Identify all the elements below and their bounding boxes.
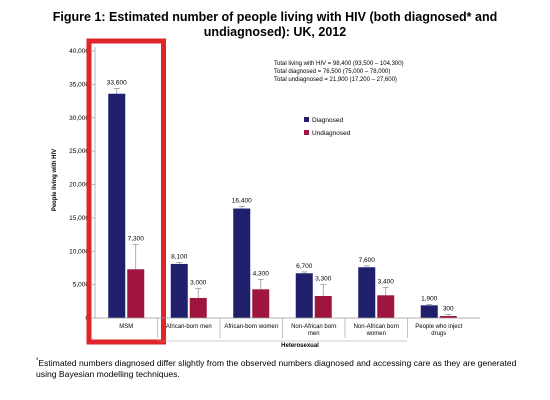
bar-diagnosed (108, 93, 126, 318)
y-tick-label: 10,000 (69, 248, 89, 255)
x-tick-label: men (308, 331, 320, 337)
highlight-group (86, 38, 166, 345)
x-tick-label: African-born men (166, 324, 212, 330)
legend-swatch-undiagnosed (304, 130, 309, 135)
data-label: 7,300 (128, 236, 145, 243)
bar-undiagnosed (127, 269, 145, 318)
bar-undiagnosed (377, 295, 395, 318)
bar-undiagnosed (252, 289, 270, 318)
bar-undiagnosed (439, 315, 457, 318)
y-tick-label: 30,000 (69, 115, 89, 122)
totals-annotation: Total living with HIV = 98,400 (93,500 –… (274, 61, 404, 83)
data-label: 7,600 (359, 257, 376, 264)
bars-group (108, 93, 457, 318)
x-tick-label: MSM (119, 324, 133, 330)
chart-title: Figure 1: Estimated number of people liv… (0, 10, 550, 40)
x-tick-label: Non-African born (291, 324, 336, 330)
data-label: 8,100 (171, 254, 188, 261)
footnote-marker: * (36, 358, 39, 364)
x-axis: MSM African-born men African-born women Non… (95, 317, 480, 342)
data-labels-group: 33,600 7,300 8,100 3,000 16,400 4,300 6,7003,3… (107, 79, 454, 312)
x-tick-label: People who inject (415, 324, 462, 330)
bar-diagnosed (233, 208, 251, 318)
chart-title-line-2: undiagnosed): UK, 2012 (203, 25, 347, 39)
legend-label-undiagnosed: Undiagnosed (312, 130, 351, 137)
bar-diagnosed (358, 267, 376, 318)
x-axis-group-label: Heterosexual (281, 343, 319, 349)
data-label: 16,400 (232, 198, 252, 205)
x-tick-label: Non-African born (354, 324, 399, 330)
footnote-text: Estimated numbers diagnosed differ sligh… (36, 357, 517, 379)
legend-label-diagnosed: Diagnosed (312, 117, 343, 124)
msm-highlight-box (86, 38, 166, 345)
data-label: 33,600 (107, 79, 127, 86)
legend-swatch-diagnosed (304, 117, 309, 122)
x-tick-label: African-born women (224, 324, 278, 330)
bar-diagnosed (295, 273, 313, 318)
data-label: 4,300 (253, 270, 270, 277)
data-label: 1,900 (421, 296, 438, 303)
y-tick-label: 20,000 (69, 182, 89, 189)
data-label: 3,300 (315, 276, 332, 283)
data-label: 6,700 (296, 263, 313, 270)
bar-diagnosed (420, 305, 438, 318)
x-tick-label: drugs (431, 331, 446, 337)
legend: Diagnosed Undiagnosed (304, 117, 351, 137)
totals-line: Total living with HIV = 98,400 (93,500 –… (274, 61, 404, 67)
y-tick-label: 35,000 (69, 81, 89, 88)
data-label: 3,000 (190, 280, 207, 287)
bar-undiagnosed (189, 297, 207, 318)
y-tick-label: 5,000 (73, 282, 90, 289)
data-label: 300 (443, 306, 454, 313)
totals-line: Total undiagnosed = 21,900 (17,200 – 27,… (274, 77, 397, 83)
y-tick-label: 15,000 (69, 215, 89, 222)
data-label: 3,400 (378, 278, 395, 285)
footnote: *Estimated numbers diagnosed differ slig… (36, 356, 536, 380)
y-axis-title: People living with HIV (52, 149, 58, 211)
totals-line: Total diagnosed = 76,500 (75,000 – 78,00… (274, 69, 390, 75)
bar-undiagnosed (314, 295, 332, 318)
y-tick-label: 25,000 (69, 148, 89, 155)
x-tick-label: women (366, 331, 386, 337)
error-bars-group (113, 88, 452, 316)
bar-diagnosed (170, 263, 188, 318)
y-tick-label: 40,000 (69, 48, 89, 55)
chart-title-line-1: Figure 1: Estimated number of people liv… (52, 10, 498, 24)
